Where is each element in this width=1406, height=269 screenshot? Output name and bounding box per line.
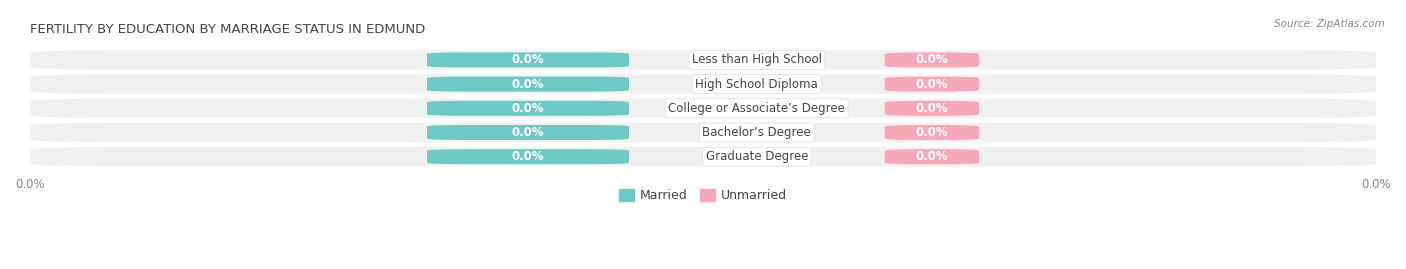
Legend: Married, Unmarried: Married, Unmarried [613,184,793,207]
Text: 0.0%: 0.0% [915,126,948,139]
FancyBboxPatch shape [427,101,628,116]
FancyBboxPatch shape [30,147,1376,167]
Text: 0.0%: 0.0% [915,54,948,66]
Text: 0.0%: 0.0% [915,150,948,163]
Text: College or Associate’s Degree: College or Associate’s Degree [668,102,845,115]
FancyBboxPatch shape [884,77,979,92]
FancyBboxPatch shape [427,125,628,140]
Text: 0.0%: 0.0% [512,102,544,115]
Text: FERTILITY BY EDUCATION BY MARRIAGE STATUS IN EDMUND: FERTILITY BY EDUCATION BY MARRIAGE STATU… [30,23,425,36]
Text: 0.0%: 0.0% [915,102,948,115]
FancyBboxPatch shape [30,50,1376,70]
FancyBboxPatch shape [427,77,628,92]
Text: Graduate Degree: Graduate Degree [706,150,808,163]
Text: 0.0%: 0.0% [512,78,544,91]
Text: 0.0%: 0.0% [512,150,544,163]
Text: Bachelor’s Degree: Bachelor’s Degree [703,126,811,139]
FancyBboxPatch shape [884,149,979,164]
FancyBboxPatch shape [884,101,979,116]
Text: High School Diploma: High School Diploma [696,78,818,91]
FancyBboxPatch shape [427,149,628,164]
FancyBboxPatch shape [427,52,628,68]
FancyBboxPatch shape [884,125,979,140]
Text: Source: ZipAtlas.com: Source: ZipAtlas.com [1274,19,1385,29]
Text: 0.0%: 0.0% [512,54,544,66]
FancyBboxPatch shape [884,52,979,68]
Text: Less than High School: Less than High School [692,54,823,66]
FancyBboxPatch shape [30,99,1376,118]
FancyBboxPatch shape [30,75,1376,94]
Text: 0.0%: 0.0% [915,78,948,91]
Text: 0.0%: 0.0% [512,126,544,139]
FancyBboxPatch shape [30,123,1376,142]
